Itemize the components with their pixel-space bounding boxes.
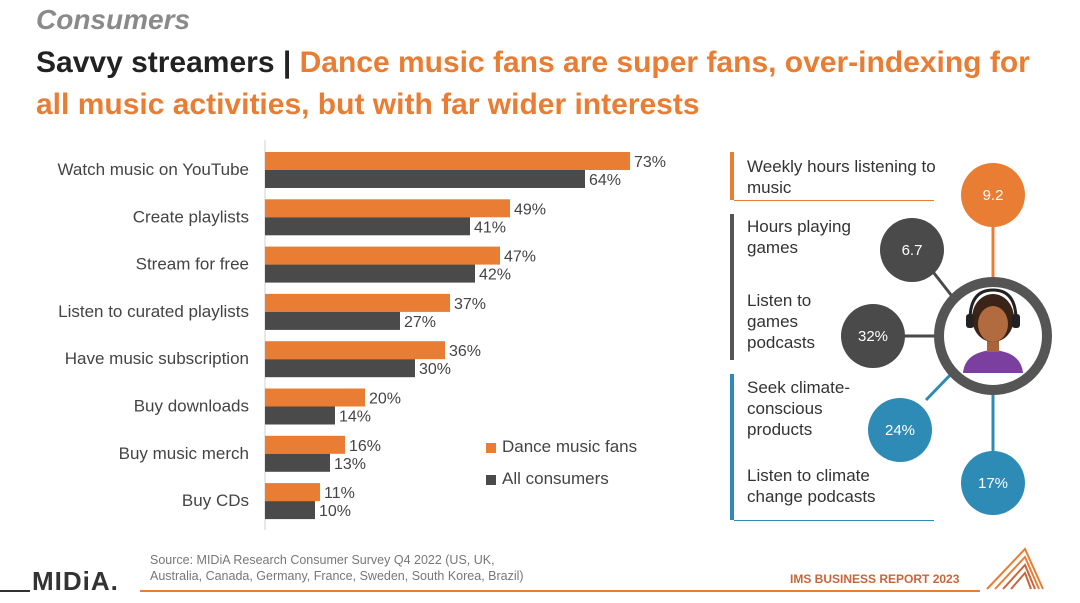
legend-label-dance: Dance music fans xyxy=(502,437,638,456)
title-prefix: Savvy streamers | xyxy=(36,46,300,79)
panel-label-games: Hours playing games xyxy=(747,217,851,257)
bar-chart: Watch music on YouTube 73% 64% Create playl… xyxy=(57,140,666,530)
footer-rule xyxy=(140,590,980,592)
source-note: Source: MIDiA Research Consumer Survey Q… xyxy=(150,552,524,584)
data-label-all-consumers-listen-to-curated-playlists: 27% xyxy=(404,314,436,331)
panel-bar-blue xyxy=(730,374,734,520)
panel-bar-orange xyxy=(730,152,734,200)
panel-bar-grey xyxy=(730,214,734,360)
connector-games xyxy=(928,267,957,301)
data-label-all-consumers-stream-for-free: 42% xyxy=(479,267,511,284)
midia-logo: MIDiA. xyxy=(32,566,119,596)
stat-value-listening: 9.2 xyxy=(983,187,1004,204)
stat-circle-games xyxy=(880,218,944,282)
stat-circle-listening xyxy=(961,163,1025,227)
data-label-all-consumers-buy-downloads: 14% xyxy=(339,409,371,426)
category-label-have-music-subscription: Have music subscription xyxy=(65,349,249,368)
page-title: Savvy streamers | Dance music fans are s… xyxy=(36,42,1046,126)
data-label-dance-music-fans-have-music-subscription: 36% xyxy=(449,343,481,360)
section-label: Consumers xyxy=(36,4,191,35)
bar-all-consumers-buy-music-merch xyxy=(265,453,330,472)
data-label-dance-music-fans-buy-music-merch: 16% xyxy=(349,438,381,455)
bar-all-consumers-stream-for-free xyxy=(265,264,475,283)
data-label-all-consumers-watch-music-on-youtube: 64% xyxy=(589,172,621,189)
category-label-watch-music-on-youtube: Watch music on YouTube xyxy=(57,160,249,179)
panel-label-games-podcasts: Listen to games podcasts xyxy=(747,291,816,352)
stat-value-climate-products: 24% xyxy=(885,422,915,439)
source-line-2: Australia, Canada, Germany, France, Swed… xyxy=(150,569,524,583)
panel-divider-blue xyxy=(734,520,934,521)
panel-label-climate-products: Seek climate-conscious products xyxy=(747,378,850,439)
data-label-all-consumers-buy-cds: 10% xyxy=(319,503,351,520)
data-label-all-consumers-create-playlists: 41% xyxy=(474,219,506,236)
data-label-dance-music-fans-buy-downloads: 20% xyxy=(369,391,401,408)
category-label-listen-to-curated-playlists: Listen to curated playlists xyxy=(58,302,249,321)
stats-diagram: 9.2 6.7 32% 24% 17% xyxy=(841,163,1052,515)
category-label-buy-cds: Buy CDs xyxy=(182,491,249,510)
bar-dance-music-fans-stream-for-free xyxy=(265,246,500,265)
bar-all-consumers-create-playlists xyxy=(265,217,470,236)
data-label-dance-music-fans-create-playlists: 49% xyxy=(514,201,546,218)
bar-dance-music-fans-buy-music-merch xyxy=(265,435,345,454)
legend-dance: Dance music fans xyxy=(486,437,637,457)
stat-value-games: 6.7 xyxy=(902,242,923,259)
bar-dance-music-fans-listen-to-curated-playlists xyxy=(265,293,450,312)
legend-swatch-all xyxy=(486,474,496,485)
legend-swatch-dance xyxy=(486,442,496,453)
bar-dance-music-fans-have-music-subscription xyxy=(265,341,445,360)
data-label-dance-music-fans-stream-for-free: 47% xyxy=(504,249,536,266)
title-accent: Dance music fans are super fans, over-in… xyxy=(36,46,1030,121)
bar-dance-music-fans-buy-downloads xyxy=(265,388,365,407)
bar-all-consumers-have-music-subscription xyxy=(265,359,415,378)
bar-all-consumers-listen-to-curated-playlists xyxy=(265,311,400,330)
stat-value-climate-podcasts: 17% xyxy=(978,475,1008,492)
category-label-buy-music-merch: Buy music merch xyxy=(119,444,249,463)
category-label-buy-downloads: Buy downloads xyxy=(134,397,249,416)
source-line-1: Source: MIDiA Research Consumer Survey Q… xyxy=(150,553,495,567)
report-title: IMS BUSINESS REPORT 2023 xyxy=(790,572,960,586)
bar-dance-music-fans-buy-cds xyxy=(265,483,320,502)
panel-label-listening: Weekly hours listening to music xyxy=(747,157,936,197)
legend-label-all: All consumers xyxy=(502,469,609,488)
logo-rule xyxy=(0,590,30,592)
data-label-all-consumers-have-music-subscription: 30% xyxy=(419,361,451,378)
data-label-dance-music-fans-buy-cds: 11% xyxy=(324,485,355,502)
stat-circle-climate-podcasts xyxy=(961,451,1025,515)
bar-dance-music-fans-create-playlists xyxy=(265,199,510,218)
data-label-dance-music-fans-listen-to-curated-playlists: 37% xyxy=(454,296,486,313)
category-label-create-playlists: Create playlists xyxy=(133,207,249,226)
panel-label-climate-podcasts: Listen to climate change podcasts xyxy=(747,466,876,506)
bar-all-consumers-buy-downloads xyxy=(265,406,335,425)
legend-all: All consumers xyxy=(486,469,609,489)
headphones-listener-avatar xyxy=(963,288,1023,373)
data-label-all-consumers-buy-music-merch: 13% xyxy=(334,456,366,473)
stat-circle-games-podcasts xyxy=(841,304,905,368)
panel-divider-orange xyxy=(734,200,934,201)
stat-value-games-podcasts: 32% xyxy=(858,328,888,345)
bar-all-consumers-watch-music-on-youtube xyxy=(265,170,585,188)
data-label-dance-music-fans-watch-music-on-youtube: 73% xyxy=(634,154,666,171)
stat-circle-climate-products xyxy=(868,398,932,462)
report-mark-icon xyxy=(986,547,1044,590)
bar-dance-music-fans-watch-music-on-youtube xyxy=(265,152,630,170)
category-label-stream-for-free: Stream for free xyxy=(136,255,249,274)
bar-all-consumers-buy-cds xyxy=(265,501,315,520)
